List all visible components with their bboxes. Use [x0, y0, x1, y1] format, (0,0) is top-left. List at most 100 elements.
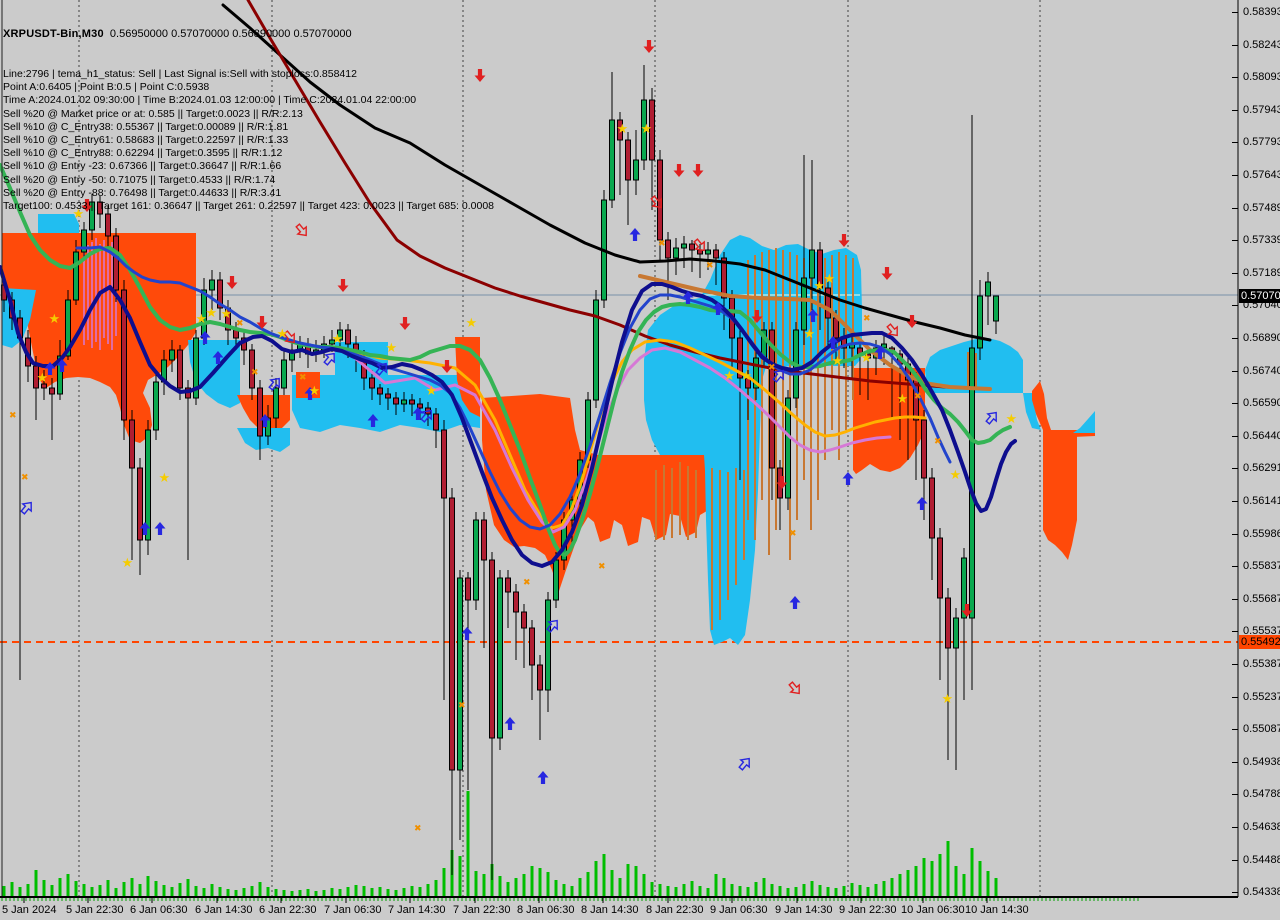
- time-axis-label: 5 Jan 22:30: [66, 904, 124, 916]
- volume-bar: [82, 884, 86, 896]
- x-signal-icon: ✖: [21, 473, 29, 483]
- time-axis-label: 8 Jan 14:30: [581, 904, 639, 916]
- candle-body: [521, 611, 527, 629]
- price-tick: [1232, 501, 1238, 502]
- candle-body: [785, 397, 791, 499]
- candle-body: [593, 299, 599, 401]
- price-axis-label: 0.55087: [1243, 723, 1280, 735]
- candle-body: [825, 287, 831, 319]
- candle-body: [713, 249, 719, 259]
- time-axis-label: 7 Jan 06:30: [324, 904, 382, 916]
- candle-body: [737, 337, 743, 379]
- time-axis-label: 6 Jan 22:30: [259, 904, 317, 916]
- ohlc-low: 0.56890000: [232, 28, 291, 41]
- price-axis-label: 0.56740: [1243, 365, 1280, 377]
- price-tick: [1232, 436, 1238, 437]
- volume-bar: [274, 889, 278, 896]
- candle-body: [441, 429, 447, 499]
- candle-body: [681, 243, 687, 249]
- candle-body: [409, 399, 415, 405]
- candle-body: [385, 393, 391, 399]
- price-axis-label: 0.54788: [1243, 788, 1280, 800]
- candle-body: [113, 235, 119, 291]
- x-signal-icon: ✖: [458, 701, 466, 711]
- candle-body: [33, 365, 39, 389]
- volume-bar: [458, 856, 462, 896]
- volume-bar: [554, 880, 558, 896]
- x-signal-icon: ✖: [789, 529, 797, 539]
- time-axis-label: 9 Jan 06:30: [710, 904, 768, 916]
- price-tick: [1232, 794, 1238, 795]
- candle-body: [553, 559, 559, 601]
- candle-body: [945, 597, 951, 649]
- ma-plum: [353, 346, 892, 534]
- candle-body: [953, 617, 959, 649]
- star-signal-icon: ★: [832, 354, 844, 369]
- candle-body: [689, 243, 695, 251]
- volume-bar: [658, 884, 662, 896]
- sell-arrow-icon: [881, 267, 893, 280]
- alert-price-badge: 0.55492: [1239, 635, 1280, 649]
- candle-body: [609, 119, 615, 201]
- info-line: Sell %10 @ C_Entry38: 0.55367 || Target:…: [3, 120, 289, 133]
- volume-bar: [874, 884, 878, 896]
- candle-body: [481, 519, 487, 561]
- volume-bar: [26, 884, 30, 896]
- star-signal-icon: ★: [309, 384, 321, 399]
- buy-arrow-icon: [789, 596, 801, 609]
- sell-arrow-icon: [226, 276, 238, 289]
- hollow-buy-arrow-icon: [268, 377, 280, 391]
- sell-arrow-icon: [673, 164, 685, 177]
- price-axis-label: 0.58093: [1243, 71, 1280, 83]
- price-axis-label: 0.55837: [1243, 560, 1280, 572]
- volume-bar: [922, 858, 926, 896]
- volume-bar: [282, 890, 286, 896]
- info-line: Sell %20 @ Entry -50: 0.71075 || Target:…: [3, 173, 276, 186]
- sell-arrow-icon: [643, 40, 655, 53]
- candle-body: [641, 99, 647, 161]
- buy-arrow-icon: [712, 302, 724, 315]
- buy-arrow-icon: [827, 336, 839, 349]
- price-axis-label: 0.56291: [1243, 462, 1280, 474]
- volume-bar: [514, 878, 518, 896]
- volume-bar: [34, 870, 38, 896]
- volume-bar: [370, 888, 374, 896]
- volume-bar: [890, 878, 894, 896]
- ma-navy: [0, 265, 1017, 568]
- price-tick: [1232, 175, 1238, 176]
- sell-arrow-icon: [81, 199, 93, 212]
- volume-bar: [498, 876, 502, 896]
- candle-body: [921, 419, 927, 479]
- volume-bar: [58, 878, 62, 896]
- price-axis-label: 0.57943: [1243, 104, 1280, 116]
- star-signal-icon: ★: [942, 692, 954, 707]
- time-axis-label: 8 Jan 22:30: [646, 904, 704, 916]
- volume-bar: [338, 889, 342, 896]
- bull-cloud: [38, 214, 79, 233]
- volume-bar: [98, 885, 102, 896]
- ma-peru: [638, 274, 992, 391]
- candle-body: [497, 577, 503, 739]
- buy-arrow-icon: [842, 472, 854, 485]
- volume-bar: [442, 868, 446, 896]
- volume-bar: [530, 866, 534, 896]
- ohlc-high: 0.57070000: [171, 28, 230, 41]
- volume-bar: [242, 888, 246, 896]
- candle-body: [273, 387, 279, 419]
- buy-arrow-icon: [807, 309, 819, 322]
- buy-arrow-icon: [56, 359, 68, 372]
- price-axis-label: 0.55687: [1243, 593, 1280, 605]
- volume-bar: [730, 884, 734, 896]
- volume-bar: [330, 888, 334, 896]
- volume-bar: [706, 888, 710, 896]
- volume-bar: [722, 878, 726, 896]
- candle-body: [625, 139, 631, 181]
- buy-arrow-icon: [44, 362, 56, 375]
- candle-body: [465, 577, 471, 601]
- hollow-buy-arrow-icon: [738, 757, 750, 771]
- hollow-sell-arrow-icon: [886, 323, 898, 337]
- bull-cloud: [1073, 411, 1095, 433]
- time-axis-label: 9 Jan 14:30: [775, 904, 833, 916]
- x-signal-icon: ✖: [863, 314, 871, 324]
